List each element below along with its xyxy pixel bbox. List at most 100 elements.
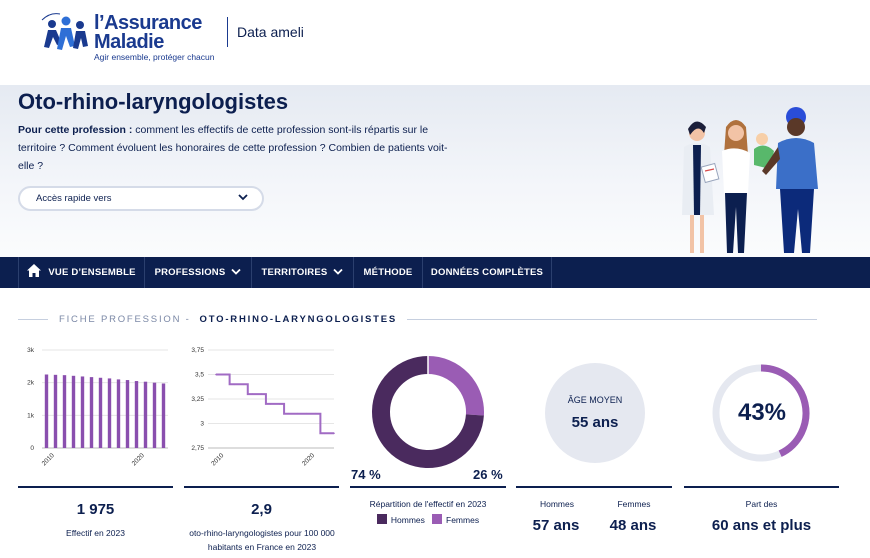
legend-femmes-label: Femmes — [446, 515, 480, 525]
y-tick-label: 0 — [30, 445, 34, 452]
site-header: l’Assurance Maladie Agir ensemble, proté… — [0, 0, 870, 85]
bar — [53, 374, 58, 448]
gender-legend: Hommes Femmes — [350, 513, 506, 527]
quick-access-select[interactable]: Accès rapide vers — [18, 186, 264, 211]
nav-label: TERRITOIRES — [261, 267, 328, 278]
nav-vue-ensemble[interactable]: VUE D’ENSEMBLE — [18, 257, 145, 288]
bar — [107, 378, 112, 448]
page-description: Pour cette profession : comment les effe… — [18, 124, 448, 172]
people-illustration — [682, 107, 818, 253]
data-point — [233, 383, 235, 386]
y-tick-label: 2,75 — [191, 445, 204, 452]
data-point — [296, 412, 299, 415]
data-point — [260, 393, 263, 395]
data-point — [305, 412, 308, 415]
page-title: Oto-rhino-laryngologistes — [18, 89, 289, 114]
chevron-down-icon — [333, 257, 344, 288]
data-point — [269, 403, 272, 405]
bar — [62, 375, 67, 448]
bar — [152, 382, 157, 448]
bar — [143, 381, 148, 448]
main-navigation: VUE D’ENSEMBLE PROFESSIONS TERRITOIRES M… — [0, 257, 870, 288]
donut-slice-femmes — [427, 356, 484, 416]
data-point — [333, 432, 335, 435]
age-moyen-value: 55 ans — [571, 414, 619, 431]
share-description: 60 ans et plus — [711, 517, 812, 534]
age-circle — [545, 363, 645, 463]
card-rule — [350, 486, 506, 488]
bar — [134, 381, 139, 448]
effectif-bar-chart: 0 1k 2k 3k 2010 2020 — [27, 347, 168, 467]
age-hommes-value: 57 ans — [532, 517, 580, 534]
y-tick-label: 3,75 — [191, 347, 204, 354]
effectif-label: Effectif en 2023 — [66, 528, 125, 538]
data-point — [278, 403, 281, 405]
effectif-value: 1 975 — [76, 501, 115, 518]
fiche-rule-right — [407, 319, 817, 320]
y-tick-label: 3 — [200, 421, 204, 428]
legend-femmes-swatch — [432, 514, 443, 524]
nav-label: VUE D’ENSEMBLE — [48, 267, 136, 278]
bar — [125, 380, 130, 448]
y-tick-label: 3,5 — [195, 372, 204, 379]
share-ring-fill — [760, 364, 810, 457]
bar — [116, 379, 121, 448]
x-tick-label: 2010 — [41, 452, 56, 467]
x-tick-label: 2020 — [131, 452, 146, 467]
bar — [98, 377, 103, 448]
data-point — [242, 383, 245, 386]
density-label: oto-rhino-laryngologistes pour 100 000 h… — [189, 528, 335, 552]
nav-label: PROFESSIONS — [154, 267, 226, 278]
home-icon — [27, 264, 42, 278]
quick-access-label: Accès rapide vers — [36, 193, 112, 204]
bar — [89, 377, 94, 448]
logo-title: l’Assurance Maladie — [94, 12, 202, 53]
nav-donnees-completes[interactable]: DONNÉES COMPLÈTES — [423, 257, 552, 288]
card-rule — [18, 486, 173, 488]
logo-figures-icon — [41, 13, 88, 50]
fiche-rule-left — [18, 319, 48, 320]
bar — [44, 374, 49, 448]
card-rule — [516, 486, 672, 488]
assurance-maladie-logo[interactable]: l’Assurance Maladie Agir ensemble, proté… — [40, 10, 220, 65]
share-ring-chart — [712, 364, 810, 462]
femmes-percentage: 26 % — [473, 467, 503, 482]
data-point — [287, 412, 290, 415]
nav-label: MÉTHODE — [363, 267, 413, 278]
data-point — [215, 373, 217, 376]
y-tick-label: 3k — [27, 347, 35, 354]
nav-methode[interactable]: MÉTHODE — [354, 257, 423, 288]
card-rule — [684, 486, 839, 488]
bar — [161, 383, 166, 448]
legend-hommes-label: Hommes — [390, 515, 425, 525]
legend-hommes-swatch — [376, 514, 387, 524]
nav-professions[interactable]: PROFESSIONS — [145, 257, 252, 288]
y-tick-label: 3,25 — [191, 396, 204, 403]
age-moyen-label: ÂGE MOYEN — [567, 395, 623, 405]
age-hommes-label: Hommes — [539, 499, 574, 509]
nav-territoires[interactable]: TERRITOIRES — [252, 257, 354, 288]
y-tick-label: 1k — [27, 412, 35, 419]
bar — [80, 376, 85, 448]
chevron-down-icon — [231, 257, 242, 288]
repartition-label: Répartition de l'effectif en 2023 — [369, 499, 487, 509]
logo-tagline: Agir ensemble, protéger chacun — [94, 52, 215, 62]
share-percentage: 43% — [737, 399, 787, 426]
data-ameli-link[interactable]: Data ameli — [237, 24, 304, 40]
data-point — [224, 373, 226, 376]
x-tick-label: 2010 — [210, 452, 225, 467]
donut-slice-hommes — [372, 356, 484, 468]
age-femmes-label: Femmes — [617, 499, 651, 509]
hommes-percentage: 74 % — [351, 467, 381, 482]
data-point — [324, 432, 326, 435]
gender-donut-chart — [372, 355, 484, 468]
y-tick-label: 2k — [27, 380, 35, 387]
x-tick-label: 2020 — [301, 452, 316, 467]
density-series-line — [216, 373, 334, 435]
fiche-profession-heading: FICHE PROFESSION - OTO-RHINO-LARYNGOLOGI… — [59, 314, 398, 325]
data-point — [251, 393, 254, 395]
hero-banner: Oto-rhino-laryngologistes Pour cette pro… — [0, 85, 870, 257]
age-femmes-value: 48 ans — [609, 517, 657, 534]
header-separator — [227, 17, 228, 47]
share-label: Part des — [745, 499, 778, 509]
